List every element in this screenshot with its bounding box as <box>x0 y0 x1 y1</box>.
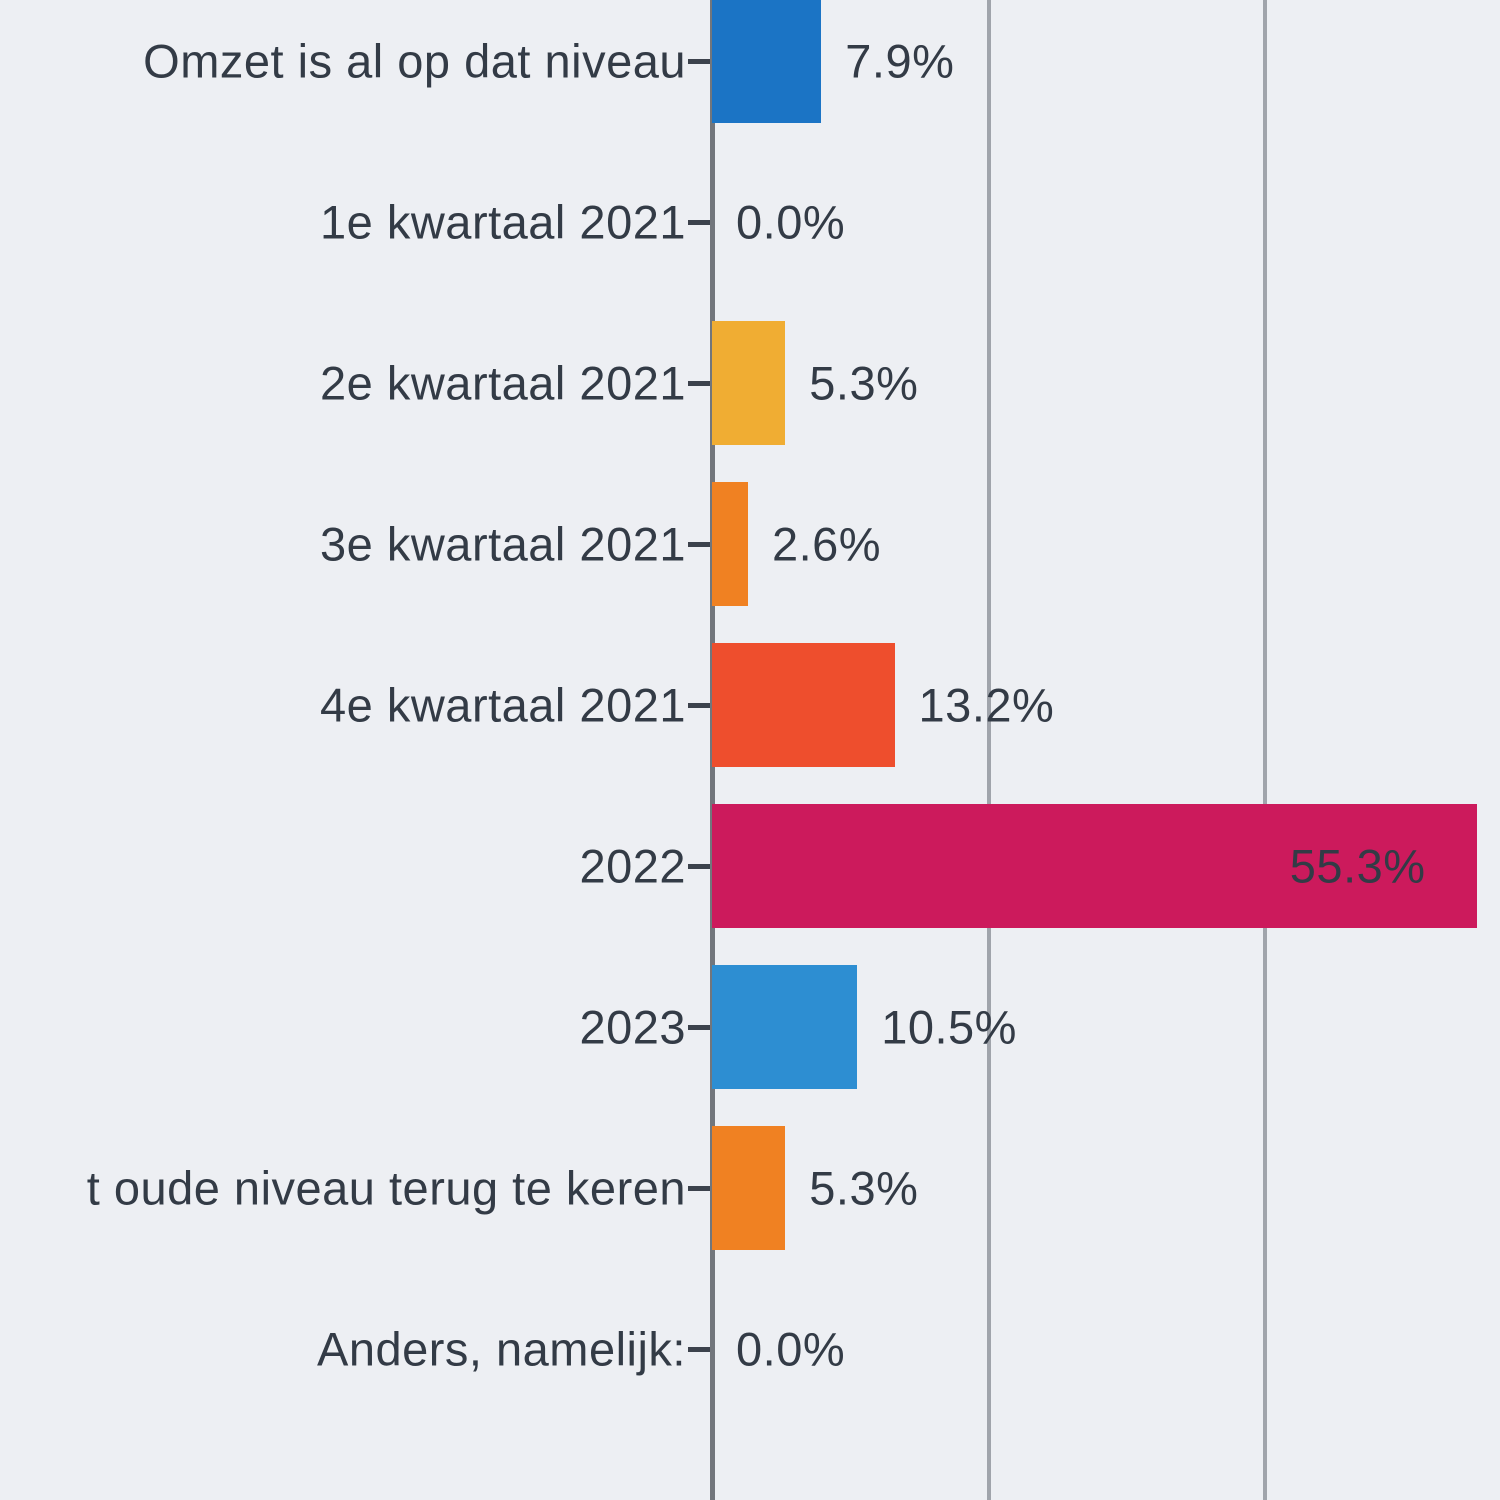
row-plot-area: 0.0% <box>710 1268 1500 1429</box>
tick-mark <box>688 380 710 386</box>
category-label: 4e kwartaal 2021 <box>320 678 686 731</box>
bar <box>712 481 748 606</box>
tick-mark <box>688 219 710 225</box>
value-label: 0.0% <box>736 1322 846 1375</box>
gridline <box>1263 0 1268 1500</box>
bar <box>712 0 822 123</box>
chart-row: Omzet is al op dat niveau 7.9% <box>0 0 1500 141</box>
chart-row: 1e kwartaal 2021 0.0% <box>0 141 1500 302</box>
bar <box>712 803 1477 928</box>
category-label: 3e kwartaal 2021 <box>320 517 686 570</box>
value-label: 10.5% <box>881 1000 1017 1053</box>
value-label: 0.0% <box>736 195 846 248</box>
row-plot-area: 0.0% <box>710 141 1500 302</box>
row-plot-area: 13.2% <box>710 624 1500 785</box>
value-label: 7.9% <box>845 34 955 87</box>
row-plot-area: 10.5% <box>710 946 1500 1107</box>
tick-mark <box>688 58 710 64</box>
category-label: t oude niveau terug te keren <box>86 1161 686 1214</box>
chart-row: 2022 55.3% <box>0 785 1500 946</box>
category-label: 2023 <box>579 1000 686 1053</box>
category-label: Anders, namelijk: <box>317 1322 686 1375</box>
chart-row: t oude niveau terug te keren 5.3% <box>0 1107 1500 1268</box>
chart-rows: Omzet is al op dat niveau 7.9% 1e kwartaal… <box>0 0 1500 1429</box>
bar <box>712 1125 786 1250</box>
bar <box>712 642 895 767</box>
chart-row: 4e kwartaal 2021 13.2% <box>0 624 1500 785</box>
tick-mark <box>688 1024 710 1030</box>
chart-row: Anders, namelijk: 0.0% <box>0 1268 1500 1429</box>
tick-mark <box>688 702 710 708</box>
value-label: 55.3% <box>1289 839 1426 892</box>
chart-row: 2023 10.5% <box>0 946 1500 1107</box>
tick-mark <box>688 1185 710 1191</box>
gridline <box>986 0 991 1500</box>
category-label: 2022 <box>579 839 686 892</box>
category-label: Omzet is al op dat niveau <box>143 34 686 87</box>
row-plot-area: 2.6% <box>710 463 1500 624</box>
chart-row: 2e kwartaal 2021 5.3% <box>0 302 1500 463</box>
value-label: 13.2% <box>918 678 1055 731</box>
tick-mark <box>688 541 710 547</box>
row-plot-area: 55.3% <box>710 785 1500 946</box>
tick-mark <box>688 1346 710 1352</box>
row-plot-area: 5.3% <box>710 1107 1500 1268</box>
bar <box>712 320 786 445</box>
row-plot-area: 5.3% <box>710 302 1500 463</box>
value-label: 5.3% <box>809 356 919 409</box>
row-plot-area: 7.9% <box>710 0 1500 141</box>
value-label: 5.3% <box>809 1161 919 1214</box>
tick-mark <box>688 863 710 869</box>
category-label: 1e kwartaal 2021 <box>320 195 686 248</box>
value-label: 2.6% <box>771 517 882 570</box>
bar <box>712 964 858 1089</box>
chart-row: 3e kwartaal 2021 2.6% <box>0 463 1500 624</box>
category-label: 2e kwartaal 2021 <box>320 356 686 409</box>
